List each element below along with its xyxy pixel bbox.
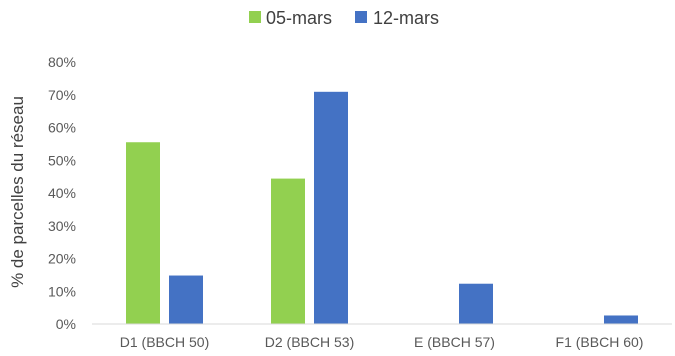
bars: [126, 91, 638, 325]
legend-swatch-series-1: [249, 11, 261, 23]
bar-1-1: [126, 142, 160, 324]
y-tick-label: 80%: [48, 54, 76, 70]
x-tick-label: D1 (BBCH 50): [120, 334, 209, 350]
y-tick-label: 70%: [48, 87, 76, 103]
bar-2-3: [459, 283, 493, 324]
legend: 05-mars 12-mars: [249, 8, 439, 28]
legend-swatch-series-2: [355, 11, 367, 23]
bar-1-2: [271, 178, 305, 324]
x-tick-label: F1 (BBCH 60): [556, 334, 644, 350]
legend-label-series-2: 12-mars: [373, 8, 439, 28]
legend-label-series-1: 05-mars: [266, 8, 332, 28]
y-tick-label: 40%: [48, 185, 76, 201]
y-tick-label: 50%: [48, 152, 76, 168]
bar-2-1: [169, 275, 203, 324]
bar-2-4: [604, 315, 638, 324]
bar-2-2: [314, 91, 348, 325]
y-axis-title: % de parcelles du réseau: [8, 96, 27, 288]
y-tick-label: 60%: [48, 120, 76, 136]
y-tick-label: 20%: [48, 251, 76, 267]
x-tick-label: E (BBCH 57): [414, 334, 495, 350]
x-axis-ticks: D1 (BBCH 50) D2 (BBCH 53) E (BBCH 57) F1 (B…: [120, 334, 644, 350]
y-axis-ticks: 0% 10% 20% 30% 40% 50% 60% 70% 80%: [48, 54, 76, 332]
y-tick-label: 0%: [56, 316, 76, 332]
y-tick-label: 30%: [48, 218, 76, 234]
y-tick-label: 10%: [48, 283, 76, 299]
x-tick-label: D2 (BBCH 53): [265, 334, 354, 350]
